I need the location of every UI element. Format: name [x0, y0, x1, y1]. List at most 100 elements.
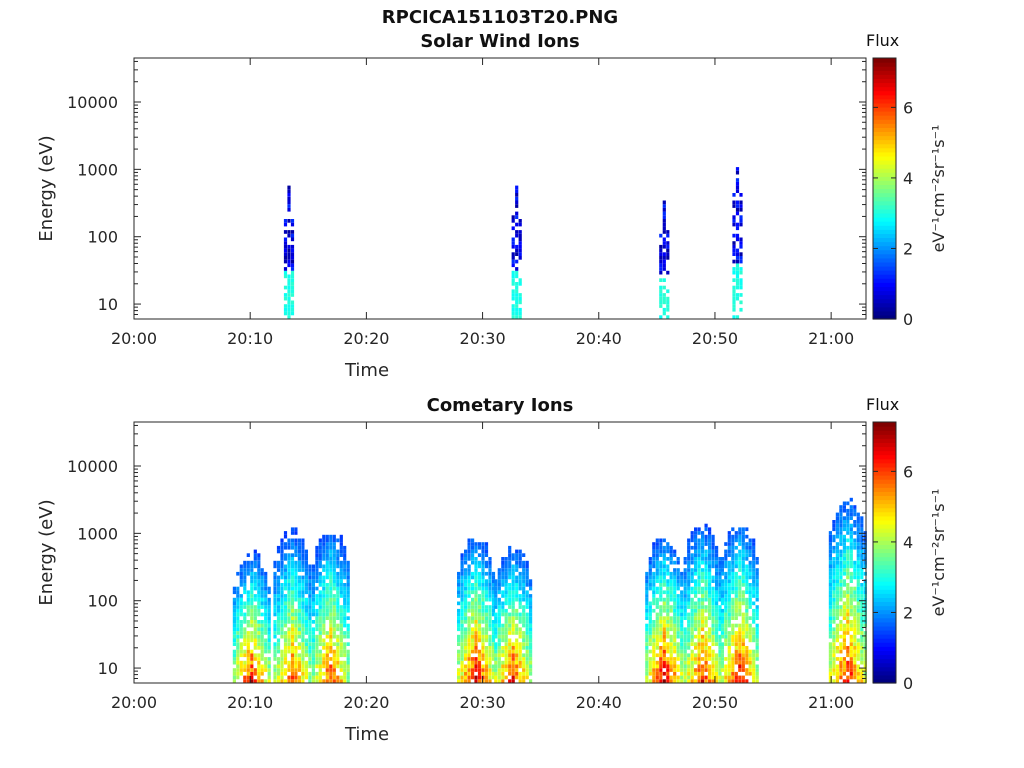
data-pixel	[701, 627, 705, 632]
data-pixel	[832, 586, 836, 591]
data-pixel	[515, 185, 519, 190]
colorbar-swatch	[873, 217, 896, 222]
data-pixel	[720, 597, 724, 602]
data-pixel	[294, 679, 298, 683]
data-pixel	[474, 560, 478, 565]
data-pixel	[645, 571, 649, 576]
data-pixel	[294, 583, 298, 587]
colorbar-swatch	[873, 204, 896, 210]
data-pixel	[283, 631, 288, 635]
data-pixel	[727, 638, 731, 643]
data-pixel	[515, 307, 519, 312]
data-pixel	[253, 553, 257, 557]
data-pixel	[257, 638, 261, 643]
data-pixel	[283, 660, 288, 665]
data-pixel	[343, 660, 347, 665]
colorbar-swatch	[873, 503, 896, 509]
data-pixel	[318, 542, 322, 546]
data-pixel	[257, 601, 261, 606]
data-pixel	[645, 579, 649, 583]
data-pixel	[322, 586, 326, 591]
data-pixel	[287, 664, 291, 669]
data-pixel	[745, 575, 749, 580]
data-pixel	[484, 579, 489, 583]
data-pixel	[708, 601, 712, 606]
data-pixel	[738, 538, 742, 543]
data-pixel	[704, 668, 708, 672]
data-pixel	[267, 679, 271, 683]
data-pixel	[659, 285, 663, 290]
data-pixel	[232, 601, 236, 606]
data-pixel	[683, 571, 687, 576]
data-pixel	[504, 571, 508, 576]
data-pixel	[662, 545, 666, 550]
data-pixel	[239, 664, 243, 669]
data-pixel	[662, 219, 666, 223]
data-pixel	[835, 679, 839, 683]
data-pixel	[283, 612, 288, 617]
data-pixel	[515, 293, 519, 297]
data-pixel	[297, 597, 301, 602]
data-pixel	[294, 634, 298, 639]
data-pixel	[727, 605, 731, 609]
data-pixel	[860, 616, 864, 620]
data-pixel	[529, 627, 533, 632]
data-pixel	[246, 657, 250, 661]
data-pixel	[846, 616, 850, 620]
data-pixel	[755, 653, 759, 658]
data-pixel	[287, 675, 291, 680]
data-pixel	[467, 638, 471, 643]
data-pixel	[257, 634, 261, 639]
data-pixel	[464, 664, 468, 669]
data-pixel	[481, 545, 485, 550]
data-pixel	[301, 646, 305, 650]
data-pixel	[280, 545, 284, 550]
data-pixel	[673, 664, 677, 669]
data-pixel	[504, 586, 508, 591]
data-pixel	[745, 579, 749, 583]
data-pixel	[467, 553, 471, 557]
data-pixel	[239, 646, 243, 650]
data-pixel	[529, 605, 533, 609]
data-pixel	[301, 668, 305, 672]
data-pixel	[860, 668, 864, 672]
data-pixel	[283, 307, 288, 312]
data-pixel	[497, 634, 501, 639]
data-pixel	[690, 545, 694, 550]
data-pixel	[846, 590, 850, 595]
data-pixel	[518, 278, 522, 282]
data-pixel	[522, 668, 526, 672]
data-pixel	[497, 649, 501, 654]
data-pixel	[727, 608, 731, 613]
data-pixel	[332, 605, 336, 609]
data-pixel	[738, 605, 742, 609]
data-pixel	[704, 616, 708, 620]
data-pixel	[828, 623, 832, 628]
data-pixel	[343, 646, 347, 650]
data-pixel	[752, 675, 756, 680]
data-pixel	[718, 575, 722, 580]
data-pixel	[484, 631, 489, 635]
data-pixel	[853, 608, 857, 613]
data-pixel	[849, 634, 853, 639]
data-pixel	[336, 623, 340, 628]
data-pixel	[287, 586, 291, 591]
data-pixel	[457, 649, 461, 654]
data-pixel	[243, 571, 247, 576]
data-pixel	[680, 657, 684, 661]
data-pixel	[752, 649, 756, 654]
data-pixel	[318, 538, 322, 543]
data-pixel	[755, 627, 759, 632]
data-pixel	[680, 646, 684, 650]
data-pixel	[250, 590, 254, 595]
data-pixel	[501, 623, 505, 628]
data-pixel	[460, 642, 464, 646]
colorbar-swatch	[873, 306, 896, 312]
data-pixel	[491, 649, 496, 654]
data-pixel	[846, 520, 850, 524]
data-pixel	[701, 534, 705, 539]
data-pixel	[715, 590, 719, 595]
data-pixel	[724, 605, 728, 609]
data-pixel	[704, 638, 708, 643]
data-pixel	[318, 642, 322, 646]
